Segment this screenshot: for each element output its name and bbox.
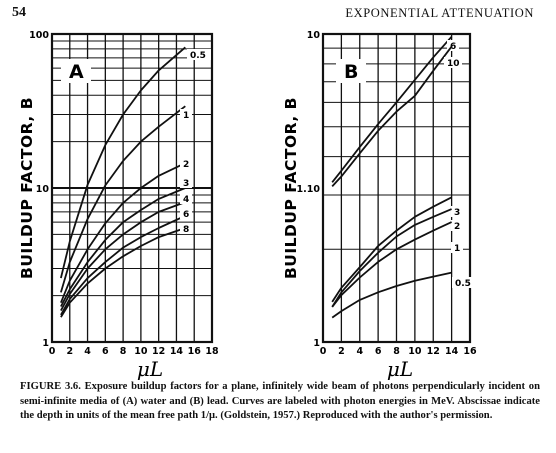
y-tick-label: 100 bbox=[29, 30, 49, 41]
series-label-10: 10 bbox=[447, 59, 460, 69]
x-tick-label: 4 bbox=[356, 346, 363, 357]
plot-frame bbox=[321, 32, 472, 344]
series-label-backdrop bbox=[180, 193, 192, 204]
y-tick-label: 1 bbox=[42, 338, 49, 349]
series-label-backdrop bbox=[180, 177, 192, 188]
series-line-2 bbox=[60, 162, 186, 304]
series-label-1: 1 bbox=[454, 244, 460, 254]
series-label-backdrop bbox=[447, 40, 459, 51]
page-number: 54 bbox=[12, 5, 26, 20]
x-tick-label: 14 bbox=[170, 346, 184, 357]
x-tick-label: 2 bbox=[66, 346, 73, 357]
series-label-backdrop bbox=[451, 220, 463, 231]
x-tick-label: 10 bbox=[134, 346, 148, 357]
x-tick-label: 12 bbox=[427, 346, 440, 357]
series-label-1: 1 bbox=[183, 111, 189, 121]
series-label-3: 3 bbox=[183, 179, 189, 189]
series-label-backdrop bbox=[452, 277, 476, 288]
x-tick-label: 8 bbox=[120, 346, 127, 357]
x-axis-title: μL bbox=[137, 357, 163, 381]
x-tick-label: 8 bbox=[393, 346, 400, 357]
series-label-3: 3 bbox=[454, 208, 460, 218]
series-label-backdrop bbox=[451, 206, 463, 217]
series-line-2 bbox=[331, 208, 452, 308]
series-line-8 bbox=[60, 227, 186, 318]
x-tick-label: 0 bbox=[320, 346, 327, 357]
series-line-0.5 bbox=[60, 46, 186, 279]
series-label-6: 6 bbox=[450, 42, 456, 52]
series-label-backdrop bbox=[187, 49, 211, 60]
series-label-backdrop bbox=[451, 242, 463, 253]
series-label-4: 4 bbox=[183, 195, 189, 205]
series-line-6 bbox=[331, 36, 453, 183]
series-line-10 bbox=[331, 46, 453, 188]
series-label-0.5: 0.5 bbox=[455, 279, 471, 289]
panel-letter-backdrop bbox=[336, 59, 366, 83]
y-tick-label: 1 bbox=[313, 338, 320, 349]
running-head: EXPONENTIAL ATTENUATION bbox=[345, 6, 534, 20]
series-label-backdrop bbox=[444, 57, 462, 68]
series-line-3 bbox=[331, 196, 453, 303]
series-label-2: 2 bbox=[454, 222, 460, 232]
series-label-0.5: 0.5 bbox=[190, 51, 206, 61]
series-label-2: 2 bbox=[183, 160, 189, 170]
series-label-backdrop bbox=[180, 158, 192, 169]
series-line-3 bbox=[60, 187, 186, 307]
x-tick-label: 16 bbox=[463, 346, 477, 357]
series-label-8: 8 bbox=[183, 225, 189, 235]
x-tick-label: 4 bbox=[84, 346, 91, 357]
panel-letter: A bbox=[69, 61, 84, 83]
x-axis-title: μL bbox=[387, 357, 413, 381]
panel-letter-backdrop bbox=[61, 59, 91, 83]
plot-frame bbox=[50, 32, 214, 344]
x-tick-label: 2 bbox=[338, 346, 345, 357]
series-line-4 bbox=[60, 201, 186, 312]
x-tick-label: 6 bbox=[102, 346, 109, 357]
series-line-6 bbox=[60, 214, 186, 316]
x-tick-label: 16 bbox=[188, 346, 202, 357]
series-label-6: 6 bbox=[183, 210, 189, 220]
figure-caption: FIGURE 3.6. Exposure buildup factors for… bbox=[20, 381, 540, 421]
x-tick-label: 6 bbox=[375, 346, 382, 357]
y-tick-label: 1.10 bbox=[297, 184, 321, 195]
series-label-backdrop bbox=[180, 223, 192, 234]
series-label-backdrop bbox=[180, 208, 192, 219]
x-tick-label: 0 bbox=[49, 346, 56, 357]
x-tick-label: 18 bbox=[205, 346, 219, 357]
y-tick-label: 10 bbox=[36, 184, 50, 195]
x-tick-label: 14 bbox=[445, 346, 459, 357]
x-tick-label: 10 bbox=[408, 346, 422, 357]
series-line-1 bbox=[331, 221, 452, 308]
y-tick-label: 10 bbox=[307, 30, 321, 41]
series-line-0.5 bbox=[331, 271, 452, 319]
y-axis-title: BUILDUP FACTOR, B bbox=[18, 97, 36, 279]
panel-letter: B bbox=[344, 61, 358, 83]
series-line-1 bbox=[60, 105, 186, 293]
y-axis-title: BUILDUP FACTOR, B bbox=[282, 97, 300, 279]
series-label-backdrop bbox=[180, 109, 192, 120]
x-tick-label: 12 bbox=[152, 346, 165, 357]
